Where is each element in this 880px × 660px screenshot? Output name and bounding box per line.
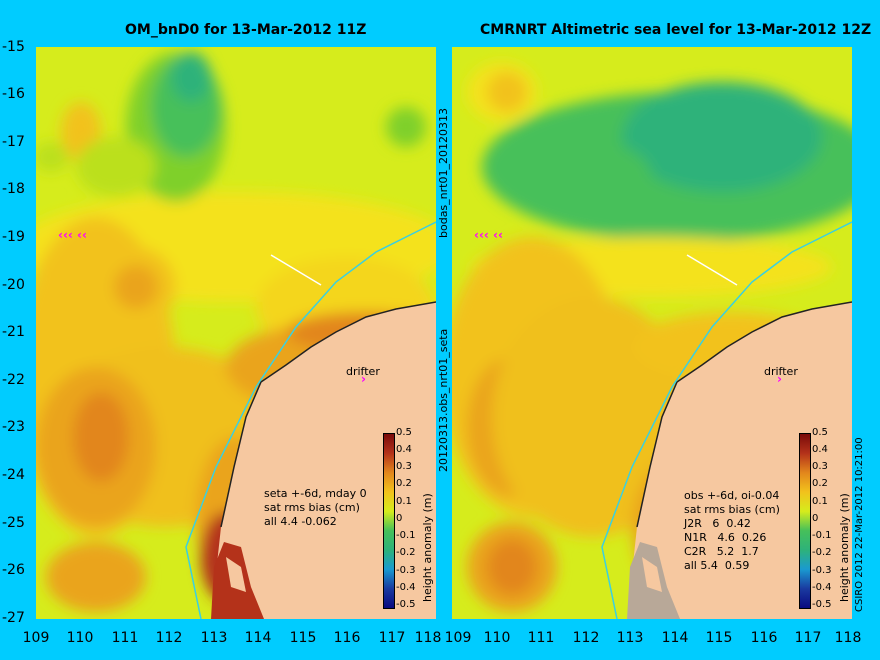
y-tick: -21 — [2, 324, 25, 340]
cb-tick: 0.4 — [396, 444, 412, 455]
y-tick: -19 — [2, 229, 25, 245]
x-tick: 111 — [527, 630, 555, 646]
y-tick: -23 — [2, 419, 25, 435]
x-tick: 114 — [244, 630, 272, 646]
left-map: ‹‹‹ ‹‹ › seta +-6d, mday 0 sat rms bias … — [36, 47, 436, 619]
x-tick: 115 — [705, 630, 733, 646]
vertical-label-top: bodas_nrt01_20120313 — [437, 108, 450, 238]
svg-text:‹‹‹ ‹‹: ‹‹‹ ‹‹ — [58, 228, 87, 242]
x-tick: 109 — [22, 630, 50, 646]
x-tick: 114 — [661, 630, 689, 646]
cb-tick: -0.4 — [396, 582, 416, 593]
left-colorbar-unit: height anomaly (m) — [421, 493, 434, 602]
x-tick: 116 — [750, 630, 778, 646]
x-tick: 112 — [155, 630, 183, 646]
right-colorbar-unit: height anomaly (m) — [838, 493, 851, 602]
x-tick: 113 — [616, 630, 644, 646]
cb-tick: 0.1 — [812, 496, 828, 507]
svg-text:‹‹‹ ‹‹: ‹‹‹ ‹‹ — [474, 228, 503, 242]
cb-tick: -0.4 — [812, 582, 832, 593]
cb-tick: -0.3 — [812, 565, 832, 576]
y-tick: -15 — [2, 39, 25, 55]
x-tick: 110 — [483, 630, 511, 646]
cb-tick: -0.2 — [396, 547, 416, 558]
cb-tick: 0.1 — [396, 496, 412, 507]
cb-tick: 0 — [396, 513, 403, 524]
cb-tick: 0.2 — [396, 478, 412, 489]
y-tick: -26 — [2, 562, 25, 578]
y-tick: -25 — [2, 515, 25, 531]
cb-tick: -0.1 — [396, 530, 416, 541]
left-colorbar — [383, 433, 395, 609]
cb-tick: 0.3 — [812, 461, 828, 472]
cb-tick: 0.5 — [396, 427, 412, 438]
cb-tick: -0.5 — [396, 599, 416, 610]
x-tick: 118 — [414, 630, 442, 646]
y-tick: -18 — [2, 181, 25, 197]
x-tick: 117 — [794, 630, 822, 646]
left-map-title: OM_bnD0 for 13-Mar-2012 11Z — [125, 22, 367, 38]
cb-tick: 0.4 — [812, 444, 828, 455]
y-tick: -20 — [2, 277, 25, 293]
right-map: ‹‹‹ ‹‹ › obs +-6d, oi-0.04 sat rms bias … — [452, 47, 852, 619]
cb-tick: -0.1 — [812, 530, 832, 541]
left-drifter-label: drifter — [346, 365, 380, 378]
x-tick: 109 — [444, 630, 472, 646]
x-tick: 115 — [289, 630, 317, 646]
x-tick: 116 — [333, 630, 361, 646]
right-stats: obs +-6d, oi-0.04 sat rms bias (cm) J2R … — [684, 489, 780, 572]
x-tick: 110 — [66, 630, 94, 646]
svg-text:›: › — [361, 372, 366, 386]
y-tick: -22 — [2, 372, 25, 388]
y-tick: -27 — [2, 610, 25, 626]
x-tick: 111 — [111, 630, 139, 646]
y-tick: -24 — [2, 467, 25, 483]
cb-tick: -0.2 — [812, 547, 832, 558]
x-tick: 118 — [834, 630, 862, 646]
cb-tick: 0.2 — [812, 478, 828, 489]
cb-tick: 0.3 — [396, 461, 412, 472]
cb-tick: 0 — [812, 513, 819, 524]
cb-tick: -0.5 — [812, 599, 832, 610]
svg-text:›: › — [777, 372, 782, 386]
cb-tick: 0.5 — [812, 427, 828, 438]
vertical-label-bottom: 20120313.obs_nrt01_seta — [437, 328, 450, 472]
y-tick: -16 — [2, 86, 25, 102]
x-tick: 117 — [378, 630, 406, 646]
x-tick: 112 — [572, 630, 600, 646]
right-map-title: CMRNRT Altimetric sea level for 13-Mar-2… — [480, 22, 872, 38]
y-tick: -17 — [2, 134, 25, 150]
right-colorbar — [799, 433, 811, 609]
left-stats: seta +-6d, mday 0 sat rms bias (cm) all … — [264, 487, 367, 528]
credit-label: CSIRO 2012 22-Mar-2012 10:21:00 — [854, 437, 865, 612]
cb-tick: -0.3 — [396, 565, 416, 576]
x-tick: 113 — [200, 630, 228, 646]
right-drifter-label: drifter — [764, 365, 798, 378]
